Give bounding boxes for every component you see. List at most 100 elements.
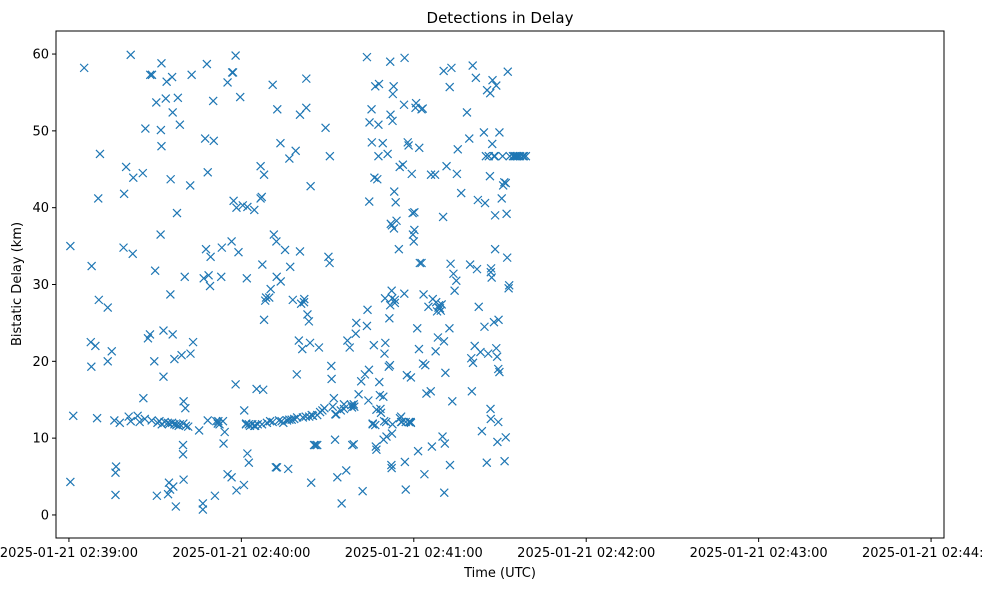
data-point-marker bbox=[374, 377, 384, 387]
data-point-marker bbox=[493, 417, 503, 427]
data-point-marker bbox=[124, 412, 134, 422]
data-point-marker bbox=[92, 413, 102, 423]
data-point-marker bbox=[388, 116, 397, 126]
data-point-marker bbox=[276, 277, 286, 286]
data-point-marker bbox=[325, 151, 335, 161]
data-point-marker bbox=[412, 323, 422, 333]
data-point-marker bbox=[419, 469, 429, 479]
plot-area-frame bbox=[55, 30, 945, 539]
data-point-marker bbox=[168, 482, 178, 491]
data-point-marker bbox=[467, 386, 477, 396]
data-point-marker bbox=[483, 349, 493, 359]
data-point-marker bbox=[296, 299, 306, 309]
y-tick-label: 20 bbox=[32, 355, 49, 370]
data-point-marker bbox=[208, 96, 218, 106]
data-point-marker bbox=[168, 108, 178, 117]
data-point-marker bbox=[426, 386, 436, 396]
data-point-marker bbox=[488, 75, 497, 85]
data-point-marker bbox=[301, 74, 311, 84]
data-point-marker bbox=[304, 316, 314, 326]
data-point-marker bbox=[438, 212, 448, 222]
data-point-marker bbox=[138, 393, 148, 403]
data-point-marker bbox=[147, 416, 157, 425]
data-point-marker bbox=[427, 442, 437, 452]
data-point-marker bbox=[232, 485, 241, 495]
data-point-marker bbox=[65, 477, 75, 487]
data-point-marker bbox=[95, 149, 105, 159]
data-point-marker bbox=[369, 340, 379, 350]
data-point-marker bbox=[204, 270, 214, 280]
data-point-marker bbox=[367, 137, 377, 147]
x-tick-label: 2025-01-21 02:44:00 bbox=[862, 546, 984, 561]
x-tick-label: 2025-01-21 02:43:00 bbox=[690, 546, 828, 561]
data-point-marker bbox=[471, 73, 481, 83]
data-point-marker bbox=[205, 281, 215, 291]
data-point-marker bbox=[135, 417, 145, 427]
data-point-marker bbox=[162, 77, 172, 87]
data-point-marker bbox=[477, 426, 487, 436]
data-point-marker bbox=[297, 344, 307, 354]
data-point-marker bbox=[490, 244, 500, 254]
data-point-marker bbox=[249, 205, 259, 215]
data-point-marker bbox=[107, 346, 117, 356]
data-point-marker bbox=[138, 168, 148, 178]
data-point-marker bbox=[239, 406, 249, 415]
data-point-marker bbox=[386, 110, 395, 120]
data-point-marker bbox=[449, 269, 458, 279]
data-point-marker bbox=[431, 346, 441, 356]
data-point-marker bbox=[194, 426, 204, 435]
data-point-marker bbox=[337, 499, 347, 508]
data-point-marker bbox=[439, 66, 449, 76]
data-point-marker bbox=[418, 104, 428, 114]
data-point-marker bbox=[433, 333, 443, 342]
data-point-marker bbox=[387, 463, 397, 473]
data-point-marker bbox=[388, 419, 397, 429]
data-point-marker bbox=[242, 449, 252, 458]
data-point-marker bbox=[389, 81, 399, 91]
data-point-marker bbox=[491, 343, 501, 353]
data-point-marker bbox=[284, 154, 294, 163]
data-point-marker bbox=[109, 416, 119, 425]
data-point-marker bbox=[504, 283, 514, 293]
data-point-marker bbox=[330, 435, 340, 445]
data-point-marker bbox=[380, 338, 390, 348]
data-point-marker bbox=[493, 364, 503, 374]
data-point-marker bbox=[437, 300, 447, 309]
data-point-marker bbox=[179, 475, 189, 485]
data-point-marker bbox=[168, 330, 178, 339]
data-point-marker bbox=[235, 92, 245, 102]
data-point-marker bbox=[378, 138, 388, 148]
x-axis-label: Time (UTC) bbox=[463, 566, 536, 581]
data-point-marker bbox=[199, 273, 209, 283]
data-point-marker bbox=[409, 225, 419, 235]
data-point-marker bbox=[266, 284, 276, 294]
data-point-marker bbox=[140, 414, 150, 424]
x-axis-ticks: 2025-01-21 02:39:00 2025-01-21 02:40:00 20… bbox=[0, 538, 984, 561]
data-point-marker bbox=[169, 354, 179, 364]
data-point-marker bbox=[309, 440, 319, 450]
data-point-marker bbox=[502, 253, 512, 263]
data-point-marker bbox=[171, 502, 181, 511]
data-point-marker bbox=[386, 460, 396, 470]
data-point-marker bbox=[422, 389, 431, 399]
data-point-marker bbox=[163, 418, 173, 428]
data-point-marker bbox=[65, 241, 75, 251]
data-point-marker bbox=[167, 72, 177, 82]
data-point-marker bbox=[68, 411, 78, 421]
data-point-marker bbox=[466, 353, 476, 363]
data-point-marker bbox=[354, 389, 364, 399]
data-point-marker bbox=[206, 252, 216, 262]
data-point-marker bbox=[445, 460, 455, 470]
data-point-marker bbox=[387, 286, 397, 296]
data-point-marker bbox=[397, 417, 407, 427]
data-point-marker bbox=[442, 161, 451, 171]
data-point-marker bbox=[260, 296, 270, 306]
data-point-marker bbox=[519, 151, 529, 161]
data-point-marker bbox=[383, 149, 393, 159]
data-point-marker bbox=[498, 151, 508, 161]
x-tick-label: 2025-01-21 02:41:00 bbox=[345, 546, 483, 561]
data-point-marker bbox=[439, 336, 449, 346]
data-point-marker bbox=[464, 134, 474, 143]
